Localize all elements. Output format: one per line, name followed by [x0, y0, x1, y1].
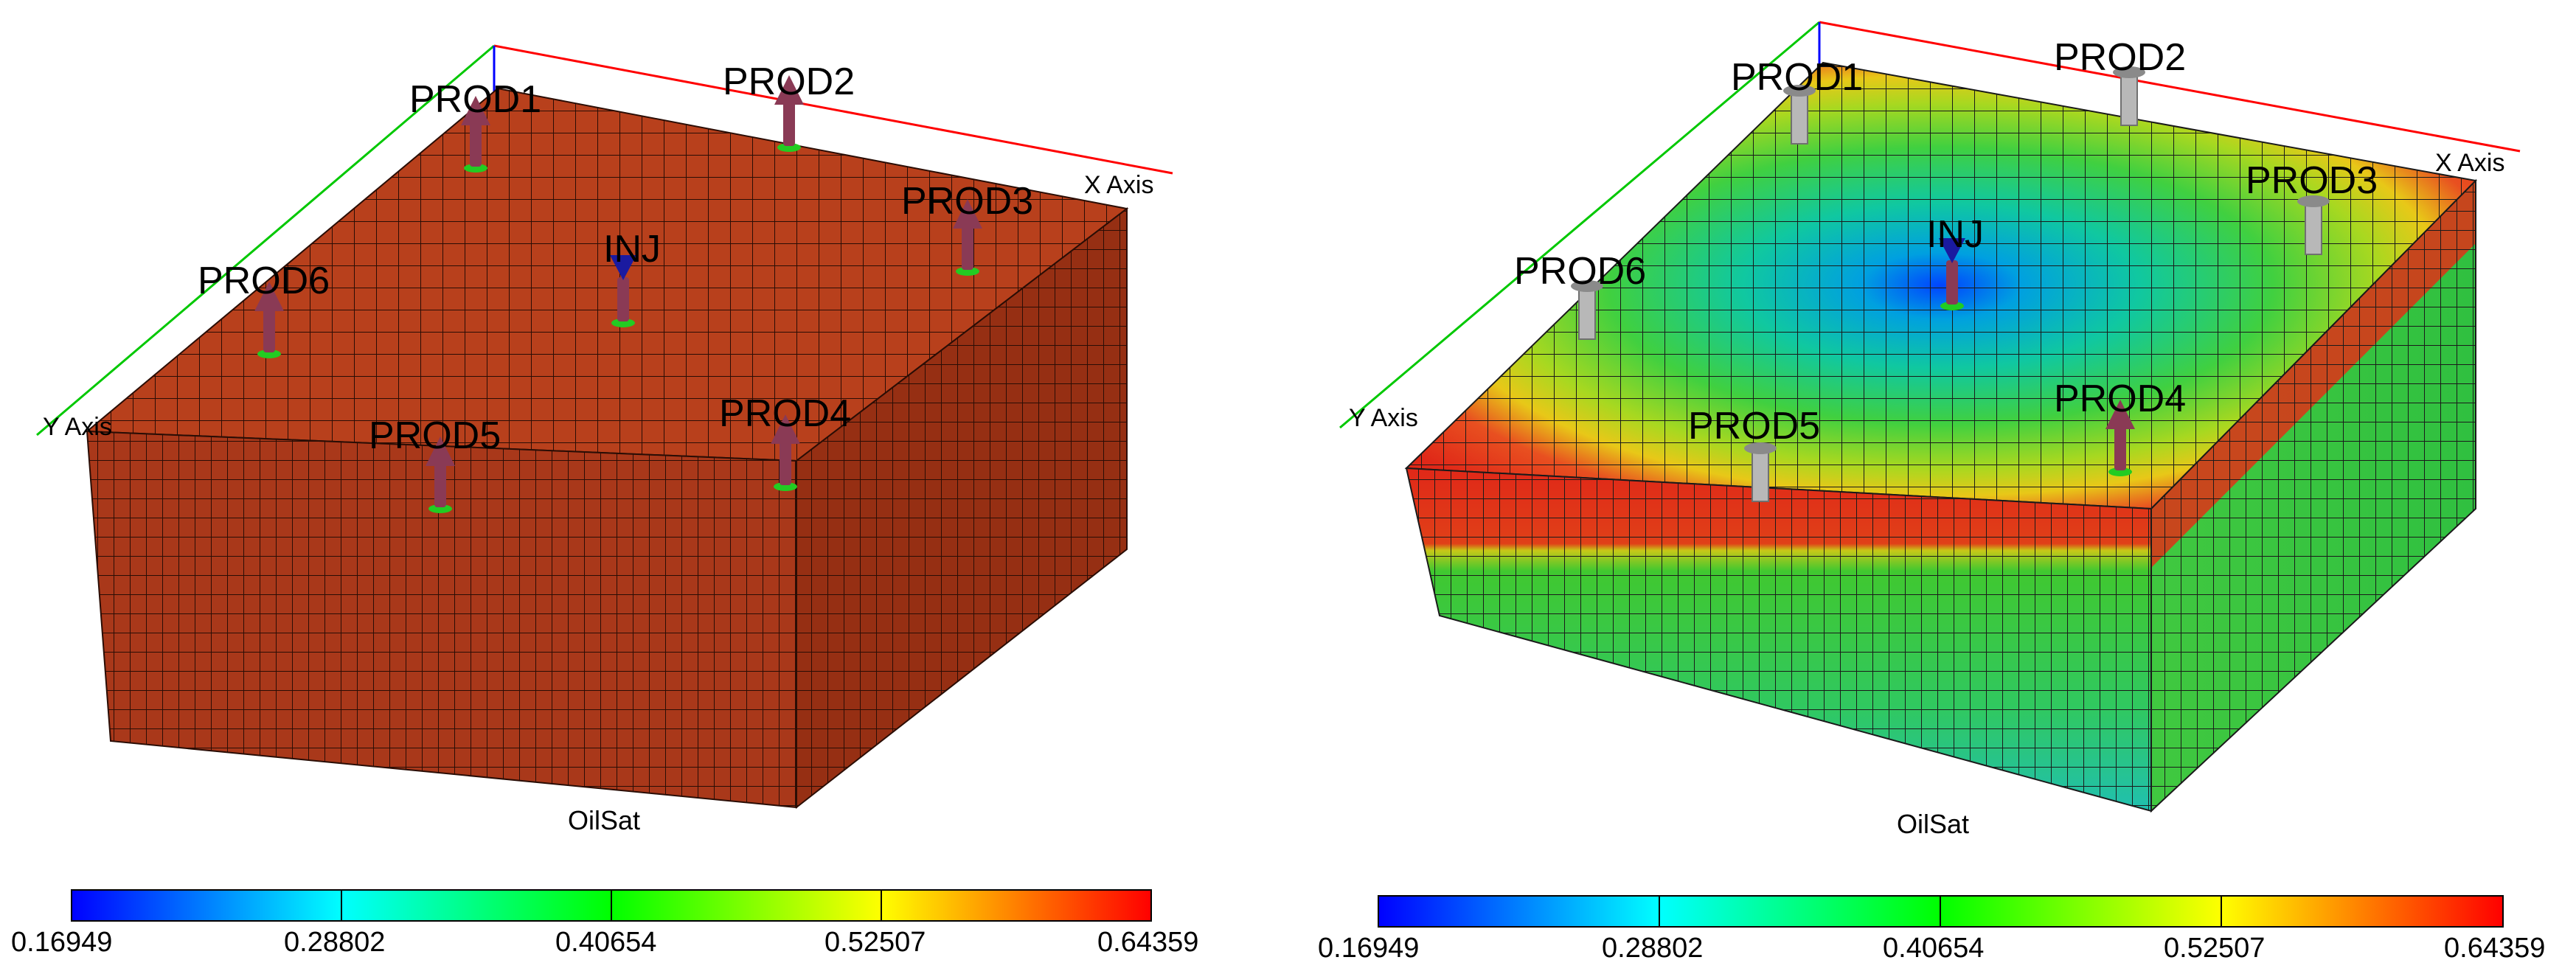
colorbar-tick-label: 0.52507 — [2164, 933, 2265, 964]
well-shaft — [263, 308, 275, 352]
well-prod6[interactable]: PROD6 — [198, 260, 330, 358]
colorbar-tick-label: 0.40654 — [555, 927, 656, 958]
well-base-marker — [1940, 302, 1964, 310]
producer-arrow-icon — [461, 96, 490, 125]
well-shaft — [434, 463, 446, 507]
reservoir-view-after-injection: X Axis Y Axis PROD1 PROD2 PROD3 PROD4 PROD5 P… — [1288, 0, 2576, 974]
reservoir-right-face — [796, 206, 1128, 810]
x-axis-line — [493, 44, 1173, 175]
well-label: PROD3 — [2246, 159, 2378, 202]
well-prod1[interactable]: PROD1 — [1731, 56, 1863, 145]
reservoir-3d-canvas[interactable]: X Axis Y Axis PROD1 PROD2PROD3PROD4PROD5P… — [1288, 0, 2576, 974]
colorbar: 0.16949 0.28802 0.40654 0.52507 0.64359 — [1318, 895, 2545, 964]
well-label: PROD2 — [723, 60, 855, 103]
well-prod4[interactable]: PROD4 — [719, 392, 851, 491]
well-shaft — [1946, 260, 1958, 305]
injector-arrow-icon — [610, 255, 636, 280]
well-shaft — [2114, 426, 2126, 470]
well-prod5[interactable]: PROD5 — [1688, 405, 1820, 502]
x-axis-label: X Axis — [2435, 149, 2504, 177]
producer-arrow-icon — [774, 75, 804, 105]
well-label: PROD5 — [369, 414, 501, 457]
well-pipe — [1752, 449, 1769, 502]
well-inj[interactable]: INJ — [1926, 213, 1984, 310]
well-markers: PROD1 PROD2 PROD3 PROD4 PROD5 PROD6 INJ — [198, 60, 1033, 513]
well-markers: PROD1 PROD2 PROD3 PROD4 PROD5 PROD6 INJ — [1514, 36, 2378, 502]
well-label: PROD6 — [198, 260, 330, 302]
well-pipe — [2305, 202, 2322, 255]
y-axis-line — [1339, 21, 1820, 429]
colorbar: 0.16949 0.28802 0.40654 0.52507 0.64359 — [11, 889, 1198, 958]
y-axis-label: Y Axis — [43, 413, 112, 441]
colorbar-tick-label: 0.64359 — [2444, 933, 2545, 964]
colorbar-tick-label: 0.64359 — [1097, 927, 1198, 958]
producer-arrow-icon — [2105, 400, 2135, 429]
well-shaft — [962, 226, 973, 270]
producer-arrow-icon — [426, 436, 455, 466]
well-base-marker — [2108, 467, 2132, 476]
colorbar-tick-label: 0.52507 — [824, 927, 926, 958]
well-base-marker — [257, 349, 281, 358]
well-label: PROD1 — [1731, 56, 1863, 99]
well-label: PROD5 — [1688, 405, 1820, 448]
well-pipe — [1578, 287, 1596, 340]
well-label: PROD4 — [2054, 378, 2186, 420]
producer-arrow-icon — [254, 282, 284, 311]
well-base-marker — [777, 143, 801, 152]
colorbar-tick-label: 0.40654 — [1883, 933, 1984, 964]
colorbar-tick-label: 0.28802 — [1602, 933, 1703, 964]
well-shaft — [470, 122, 482, 167]
y-axis-line — [36, 44, 495, 436]
property-label: OilSat — [568, 805, 640, 835]
well-shaft — [780, 441, 791, 485]
well-pipe — [2120, 73, 2138, 126]
well-prod2[interactable]: PROD2 — [2054, 36, 2186, 126]
well-prod5[interactable]: PROD5 — [369, 414, 501, 513]
well-base-marker — [464, 164, 487, 173]
y-axis-label: Y Axis — [1349, 404, 1418, 432]
well-label: INJ — [1926, 213, 1984, 256]
well-cap-icon — [1783, 85, 1816, 97]
producer-arrow-icon — [771, 414, 800, 444]
well-cap-icon — [1571, 280, 1603, 292]
well-cap-icon — [1744, 442, 1777, 454]
producer-arrow-icon — [953, 199, 982, 229]
well-shaft — [617, 277, 629, 321]
well-label: PROD3 — [901, 180, 1033, 223]
reservoir-3d-canvas[interactable]: X Axis Y Axis PROD1 PROD2PROD3PROD4PROD5P… — [0, 0, 1288, 974]
x-axis-line — [1819, 21, 2521, 153]
well-label: PROD1 — [409, 78, 541, 121]
well-prod2[interactable]: PROD2 — [723, 60, 855, 152]
well-label: INJ — [603, 228, 661, 271]
well-prod3[interactable]: PROD3 — [901, 180, 1033, 276]
well-prod4[interactable]: PROD4 — [2054, 378, 2186, 476]
well-prod1[interactable]: PROD1 — [409, 78, 541, 173]
well-label: PROD6 — [1514, 250, 1646, 293]
well-base-marker — [428, 504, 452, 513]
colorbar-tick-label: 0.16949 — [11, 927, 112, 958]
x-axis-label: X Axis — [1084, 171, 1153, 199]
well-prod6[interactable]: PROD6 — [1514, 250, 1646, 340]
property-label: OilSat — [1897, 809, 1969, 839]
well-shaft — [783, 102, 795, 146]
injector-arrow-icon — [1939, 238, 1965, 263]
reservoir-view-initial: X Axis Y Axis PROD1 PROD2 PROD3 PROD4 PROD5 P… — [0, 0, 1288, 974]
well-pipe — [1791, 91, 1808, 145]
well-base-marker — [611, 319, 635, 327]
well-prod3[interactable]: PROD3 — [2246, 159, 2378, 255]
well-cap-icon — [2297, 195, 2330, 207]
well-label: PROD4 — [719, 392, 851, 435]
colorbar-tick-label: 0.28802 — [284, 927, 385, 958]
well-inj[interactable]: INJ — [603, 228, 661, 327]
well-label: PROD2 — [2054, 36, 2186, 79]
colorbar-tick-label: 0.16949 — [1318, 933, 1419, 964]
well-cap-icon — [2113, 66, 2145, 78]
well-base-marker — [774, 482, 797, 491]
well-base-marker — [956, 267, 979, 276]
